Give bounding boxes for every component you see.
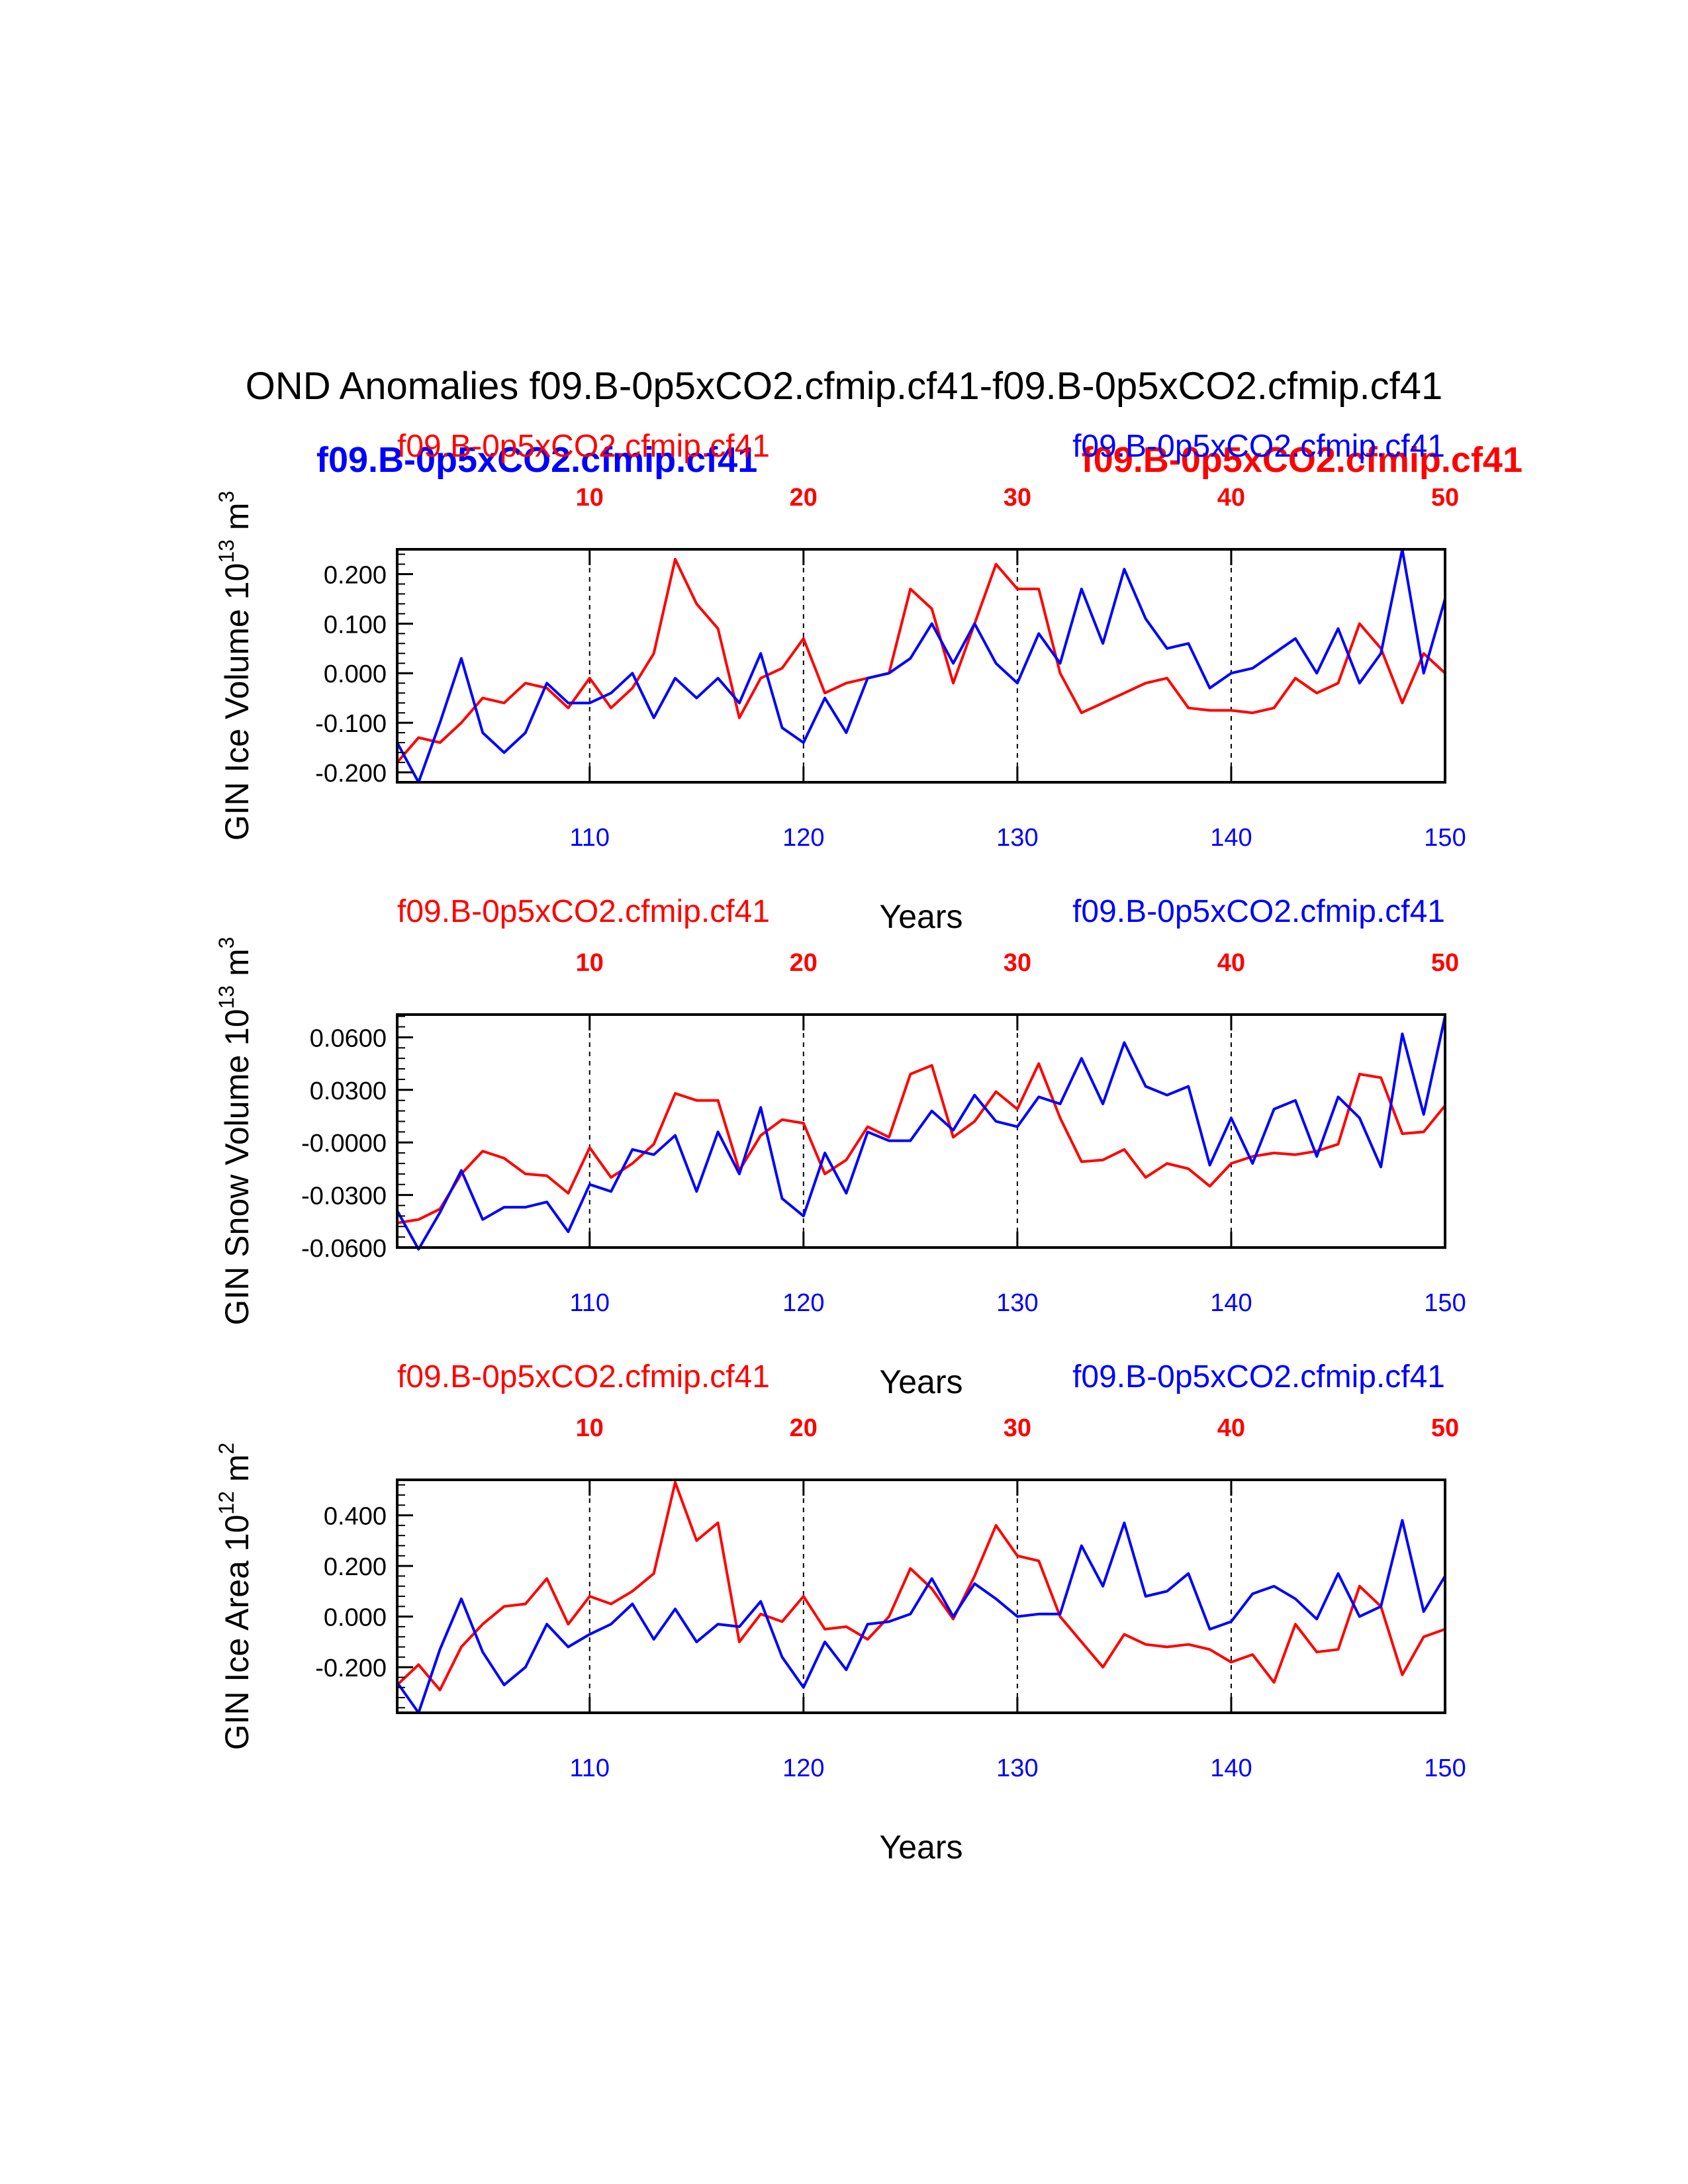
y-axis-title-exponent: 12 [214, 1491, 238, 1515]
x-tick-label-top: 20 [790, 484, 818, 512]
case1-label: f09.B-0p5xCO2.cfmip.cf41 [397, 1359, 770, 1394]
bold-case2-label: f09.B-0p5xCO2.cfmip.cf41 [316, 440, 757, 480]
case2-label: f09.B-0p5xCO2.cfmip.cf41 [1072, 894, 1445, 929]
y-axis-title: GIN Ice Area 1012 m2 [214, 1443, 256, 1751]
x-tick-label-bottom: 120 [782, 824, 824, 852]
y-tick-label: 0.200 [324, 1553, 387, 1581]
y-tick-label: -0.0600 [301, 1235, 387, 1263]
y-tick-label: 0.100 [324, 611, 387, 639]
y-tick-label: -0.200 [315, 760, 387, 788]
x-tick-label-top: 40 [1217, 1414, 1245, 1442]
y-tick-label: -0.100 [315, 710, 387, 738]
x-tick-label-bottom: 110 [569, 1754, 610, 1782]
panels: -0.200 -0.100 0.000 0.100 0.200 110 120 130 140 1… [214, 429, 1466, 1866]
case1-label: f09.B-0p5xCO2.cfmip.cf41 [397, 429, 770, 464]
y-tick-label: 0.200 [324, 561, 387, 589]
x-tick-label-bottom: 140 [1210, 824, 1252, 852]
y-tick-label: 0.000 [324, 660, 387, 688]
series-line-blue [396, 1519, 1446, 1714]
figure-title: OND Anomalies f09.B-0p5xCO2.cfmip.cf41-f… [246, 365, 1442, 408]
x-tick-label-top: 10 [576, 1414, 604, 1442]
x-axis-title: Years [879, 1829, 962, 1866]
bold-case1-label: f09.B-0p5xCO2.cfmip.cf41 [1082, 440, 1523, 480]
y-axis-title-text: GIN Snow Volume 10 [218, 1009, 256, 1325]
x-tick-label-top: 40 [1217, 484, 1245, 512]
series-line-blue [396, 1016, 1446, 1251]
x-tick-label-top: 50 [1431, 949, 1459, 977]
y-tick-label: 0.0300 [310, 1077, 387, 1105]
x-tick-label-top: 10 [576, 484, 604, 512]
x-tick-label-bottom: 120 [782, 1289, 824, 1317]
x-tick-label-bottom: 150 [1424, 1289, 1466, 1317]
y-axis-title-exponent: 13 [214, 539, 238, 563]
case2-label: f09.B-0p5xCO2.cfmip.cf41 [1072, 429, 1445, 464]
plot-frame [396, 548, 1446, 784]
x-tick-label-bottom: 130 [996, 1754, 1038, 1782]
y-axis-title-unit-exponent: 2 [214, 1443, 238, 1455]
y-axis-title: GIN Snow Volume 1013 m3 [214, 937, 256, 1326]
y-tick-label: -0.0000 [301, 1130, 387, 1158]
y-tick-label: 0.000 [324, 1604, 387, 1632]
chart-panel-ice-area: -0.200 0.000 0.200 0.400 110 120 130 140 150 10 20… [214, 1359, 1466, 1866]
x-tick-label-top: 50 [1431, 484, 1459, 512]
x-tick-label-top: 30 [1004, 949, 1031, 977]
series-line-red [396, 1480, 1446, 1692]
case2-label: f09.B-0p5xCO2.cfmip.cf41 [1072, 1359, 1445, 1394]
x-tick-label-top: 40 [1217, 949, 1245, 977]
series-line-red [396, 558, 1446, 764]
x-tick-label-top: 10 [576, 949, 604, 977]
x-tick-label-top: 30 [1004, 1414, 1031, 1442]
y-axis-title-text: GIN Ice Area 10 [218, 1515, 256, 1751]
x-tick-label-bottom: 110 [569, 1289, 610, 1317]
plot-frame [396, 1013, 1446, 1249]
y-axis-title: GIN Ice Volume 1013 m3 [214, 491, 256, 841]
x-tick-label-bottom: 130 [996, 1289, 1038, 1317]
x-tick-label-bottom: 150 [1424, 1754, 1466, 1782]
x-tick-label-top: 30 [1004, 484, 1031, 512]
case1-label: f09.B-0p5xCO2.cfmip.cf41 [397, 894, 770, 929]
x-tick-label-top: 20 [790, 949, 818, 977]
y-axis-title-text: GIN Ice Volume 10 [218, 563, 256, 841]
x-tick-label-bottom: 150 [1424, 824, 1466, 852]
x-tick-label-bottom: 110 [569, 824, 610, 852]
x-tick-label-top: 50 [1431, 1414, 1459, 1442]
y-tick-label: 0.0600 [310, 1024, 387, 1052]
x-tick-label-bottom: 140 [1210, 1754, 1252, 1782]
y-axis-title-unit: m [218, 503, 256, 540]
y-tick-label: -0.200 [315, 1655, 387, 1682]
y-axis-title-unit: m [218, 1454, 256, 1491]
y-tick-label: -0.0300 [301, 1183, 387, 1210]
y-axis-title-unit-exponent: 3 [214, 491, 238, 503]
x-tick-label-bottom: 140 [1210, 1289, 1252, 1317]
y-tick-label: 0.400 [324, 1503, 387, 1531]
y-axis-title-unit: m [218, 948, 256, 985]
y-axis-title-exponent: 13 [214, 985, 238, 1009]
x-tick-label-top: 20 [790, 1414, 818, 1442]
chart-panel-ice-volume: -0.200 -0.100 0.000 0.100 0.200 110 120 130 140 1… [214, 429, 1466, 935]
series-line-blue [396, 548, 1446, 784]
x-axis-title: Years [879, 898, 962, 935]
y-axis-title-unit-exponent: 3 [214, 937, 238, 949]
chart-panel-snow-volume: -0.0600 -0.0300 -0.0000 0.0300 0.0600 110 120 1… [214, 894, 1466, 1400]
x-tick-label-bottom: 120 [782, 1754, 824, 1782]
x-tick-label-bottom: 130 [996, 824, 1038, 852]
x-axis-title: Years [879, 1363, 962, 1400]
series-line-red [397, 1062, 1446, 1224]
